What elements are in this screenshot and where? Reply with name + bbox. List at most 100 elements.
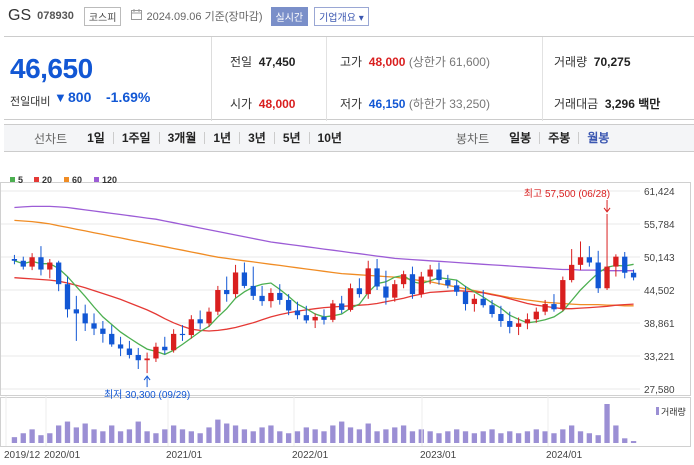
candle-body — [268, 292, 274, 302]
legend-ma120: 120 — [102, 175, 117, 185]
candle — [454, 280, 460, 296]
candle — [64, 276, 71, 318]
candle-body — [533, 311, 539, 320]
candle — [250, 266, 256, 300]
volume-bar — [524, 431, 531, 443]
candle-body — [109, 333, 115, 345]
ma120-line — [14, 205, 634, 272]
change-label: 전일대비 — [10, 96, 51, 108]
volume-bar — [418, 429, 424, 443]
stock-chart[interactable]: 61,424 55,784 50,143 44,502 38,861 33,221 27,5… — [0, 168, 694, 465]
legend-ma20: 20 — [42, 175, 52, 185]
candle — [471, 294, 478, 312]
volume-bar — [312, 429, 318, 443]
candle-body — [117, 344, 124, 349]
period-1y[interactable]: 1년 — [204, 132, 239, 144]
candle-daily[interactable]: 일봉 — [509, 131, 532, 145]
candle — [268, 288, 274, 308]
period-3y[interactable]: 3년 — [239, 132, 274, 144]
volume-label: 거래량 — [661, 406, 686, 417]
legend-swatch-ma20 — [34, 177, 39, 182]
y-tick-label: 44,502 — [644, 286, 675, 297]
candle — [330, 299, 336, 323]
candle — [498, 305, 504, 327]
ma60-line — [14, 219, 634, 307]
volume-bar — [489, 429, 495, 443]
volume-bar — [613, 425, 619, 443]
candle — [613, 254, 619, 277]
candle — [586, 246, 593, 267]
volume-bar — [542, 431, 548, 443]
volume-bar — [400, 425, 407, 443]
high-label: 고가 — [340, 55, 363, 69]
candle-body — [374, 268, 380, 287]
candle-body — [622, 256, 628, 273]
corp-overview-dropdown[interactable]: 기업개요 ▾ — [314, 6, 369, 26]
candle — [126, 340, 133, 359]
y-tick-label: 38,861 — [644, 319, 675, 330]
volume-label: 거래량 — [554, 55, 588, 69]
volume-bar — [303, 427, 309, 443]
calendar-icon — [131, 9, 143, 23]
volume-bar — [471, 433, 478, 443]
candle-body — [29, 257, 35, 267]
candle-body — [73, 309, 79, 314]
price-plot-frame — [0, 182, 691, 396]
price-box: 46,650 전일대비 ▼ 800 -1.69% — [4, 37, 212, 121]
candle — [20, 256, 26, 270]
volume-bar — [64, 421, 71, 443]
candle-body — [250, 285, 256, 296]
candle-weekly[interactable]: 주봉 — [539, 132, 578, 144]
candle-body — [64, 284, 71, 310]
candle-body — [551, 304, 557, 310]
candle-body — [560, 280, 566, 310]
candle-body — [613, 256, 619, 267]
candle-body — [356, 288, 363, 295]
candle — [507, 311, 513, 334]
volume-bar — [551, 433, 557, 443]
candle-body — [542, 304, 548, 312]
candle — [533, 307, 539, 323]
candle — [241, 262, 248, 289]
candle — [55, 260, 62, 292]
legend-ma5: 5 — [18, 175, 23, 185]
volume-bar — [622, 438, 628, 443]
low-price: 저가 46,150 (하한가 33,250) — [340, 95, 490, 112]
volume-bar — [365, 423, 371, 443]
candle — [551, 294, 557, 312]
y-tick-label: 55,784 — [644, 220, 675, 231]
period-10y[interactable]: 10년 — [308, 132, 350, 144]
y-tick-label: 50,143 — [644, 253, 675, 264]
period-1w[interactable]: 1주일 — [112, 132, 159, 144]
volume-bar — [392, 427, 398, 443]
candle-body — [365, 268, 371, 295]
volume-bar — [11, 437, 18, 443]
realtime-button[interactable]: 실시간 — [270, 6, 309, 26]
candle — [277, 284, 283, 305]
candle-body — [392, 284, 398, 298]
volume-bar — [436, 433, 442, 443]
volume-bar — [586, 433, 593, 443]
period-1d[interactable]: 1일 — [87, 131, 105, 145]
volume-cell: 거래량 70,275 — [554, 53, 631, 70]
volume-bar — [480, 431, 486, 443]
candle — [206, 307, 212, 327]
candle-body — [126, 348, 133, 355]
period-5y[interactable]: 5년 — [273, 132, 309, 144]
volume-bar — [462, 431, 469, 443]
candle — [427, 264, 433, 285]
candle-body — [489, 305, 495, 314]
volume-bar — [445, 431, 451, 443]
candle-body — [20, 260, 26, 267]
candle — [135, 347, 141, 369]
candle — [445, 274, 451, 289]
y-tick-label: 27,580 — [644, 385, 675, 396]
candle-body — [188, 319, 194, 336]
down-arrow-icon: ▼ — [54, 90, 67, 105]
period-3m[interactable]: 3개월 — [158, 132, 205, 144]
volume-bar — [330, 425, 336, 443]
volume-bar — [55, 425, 62, 443]
candle-monthly[interactable]: 월봉 — [578, 132, 617, 144]
candle-body — [91, 323, 97, 329]
candle-body — [427, 269, 433, 277]
